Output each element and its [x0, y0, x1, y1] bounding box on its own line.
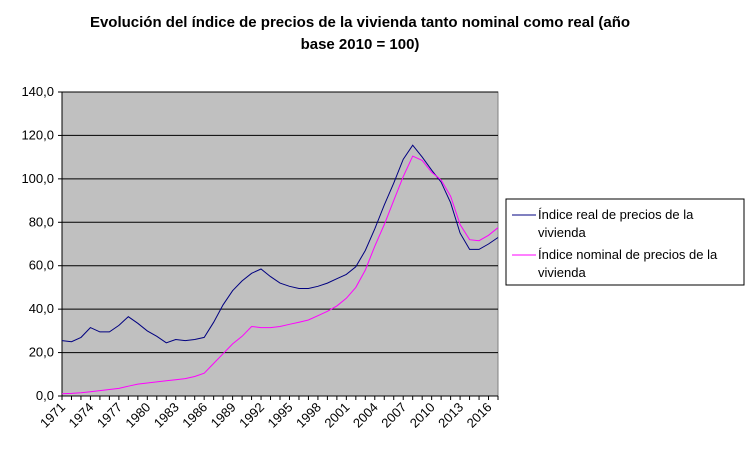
legend-label-1: Índice real de precios de la vivienda: [538, 207, 694, 240]
legend-box: [505, 198, 745, 286]
x-axis-ticks: 1971197419771980198319861989199219951998…: [37, 396, 499, 431]
x-tick-label: 1983: [151, 400, 182, 431]
legend: Índice real de precios de la viviendaÍndi…: [505, 198, 745, 286]
chart-title-line-2: base 2010 = 100): [300, 36, 420, 53]
series-lines: [61, 144, 499, 395]
plot-area: [61, 91, 499, 397]
x-tick-label: 1989: [208, 400, 239, 431]
chart-title-line-1: Evolución del índice de precios de la vi…: [89, 14, 631, 31]
y-tick-label: 20,0: [29, 345, 54, 360]
x-tick-label: 2010: [407, 400, 438, 431]
legend-label-line: vivienda: [538, 225, 586, 240]
x-tick-label: 2007: [378, 400, 409, 431]
x-tick-label: 1974: [65, 400, 96, 431]
y-tick-label: 40,0: [29, 301, 54, 316]
y-tick-label: 100,0: [21, 171, 54, 186]
x-tick-label: 2016: [464, 400, 495, 431]
series-line-1: [61, 144, 499, 344]
y-tick-label: 0,0: [36, 388, 54, 403]
legend-label-line: vivienda: [538, 265, 586, 280]
y-tick-label: 60,0: [29, 258, 54, 273]
x-tick-label: 1977: [94, 400, 125, 431]
x-tick-label: 1992: [236, 400, 267, 431]
y-tick-label: 120,0: [21, 127, 54, 142]
x-tick-label: 1980: [122, 400, 153, 431]
x-tick-label: 2004: [350, 400, 381, 431]
legend-label-line: Índice real de precios de la: [538, 207, 694, 222]
x-tick-label: 2013: [435, 400, 466, 431]
x-tick-label: 1986: [179, 400, 210, 431]
y-tick-label: 80,0: [29, 214, 54, 229]
series-line-2: [61, 155, 499, 395]
y-axis-ticks: 0,0 20,0 40,0 60,0 80,0 100,0 120,0 140,0: [21, 84, 498, 403]
legend-label-line: Índice nominal de precios de la: [538, 247, 718, 262]
x-tick-label: 2001: [321, 400, 352, 431]
x-tick-label: 1995: [265, 400, 296, 431]
x-tick-label: 1998: [293, 400, 324, 431]
chart-title: Evolución del índice de precios de la vi…: [40, 12, 680, 56]
y-tick-label: 140,0: [21, 84, 54, 99]
legend-label-2: Índice nominal de precios de la vivienda: [538, 247, 718, 280]
x-tick-label: 1971: [37, 400, 68, 431]
